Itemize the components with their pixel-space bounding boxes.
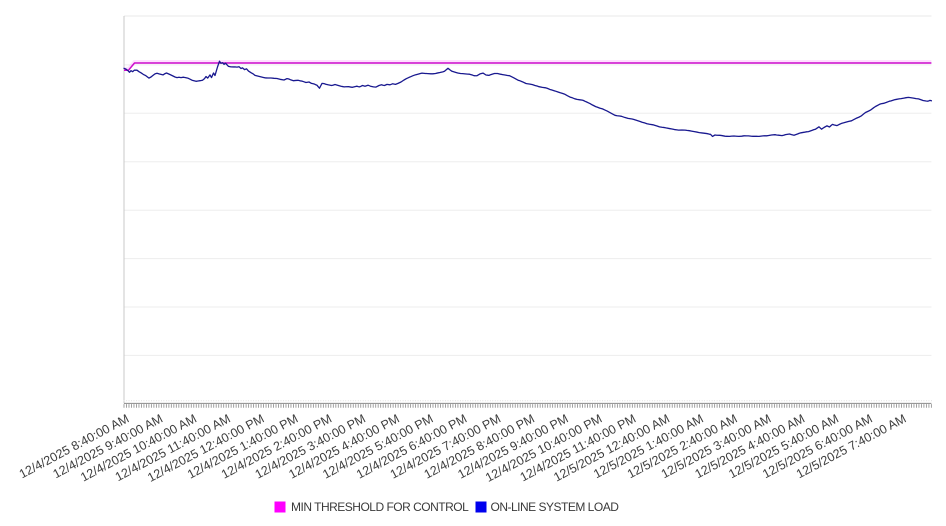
svg-text:ON-LINE SYSTEM LOAD: ON-LINE SYSTEM LOAD [491, 500, 620, 514]
svg-text:MIN THRESHOLD FOR CONTROL: MIN THRESHOLD FOR CONTROL [291, 500, 469, 514]
